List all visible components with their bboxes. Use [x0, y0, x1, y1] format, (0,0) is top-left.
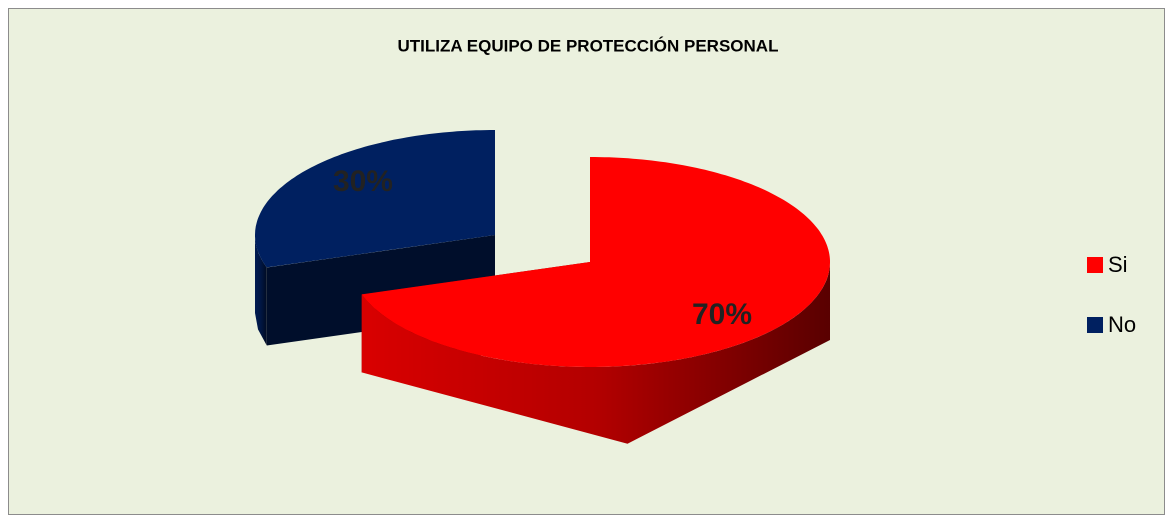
slice	[361, 157, 830, 367]
chart-title: UTILIZA EQUIPO DE PROTECCIÓN PERSONAL	[398, 36, 779, 55]
slice-rim	[361, 262, 830, 444]
slice	[255, 130, 495, 268]
legend-swatch	[1087, 257, 1103, 273]
legend-label: Si	[1108, 252, 1128, 277]
data-label: 30%	[333, 165, 393, 198]
chart-frame	[8, 8, 1165, 515]
slice-rim	[255, 235, 267, 346]
data-label: 70%	[692, 298, 752, 331]
legend-swatch	[1087, 317, 1103, 333]
legend-label: No	[1108, 312, 1136, 337]
